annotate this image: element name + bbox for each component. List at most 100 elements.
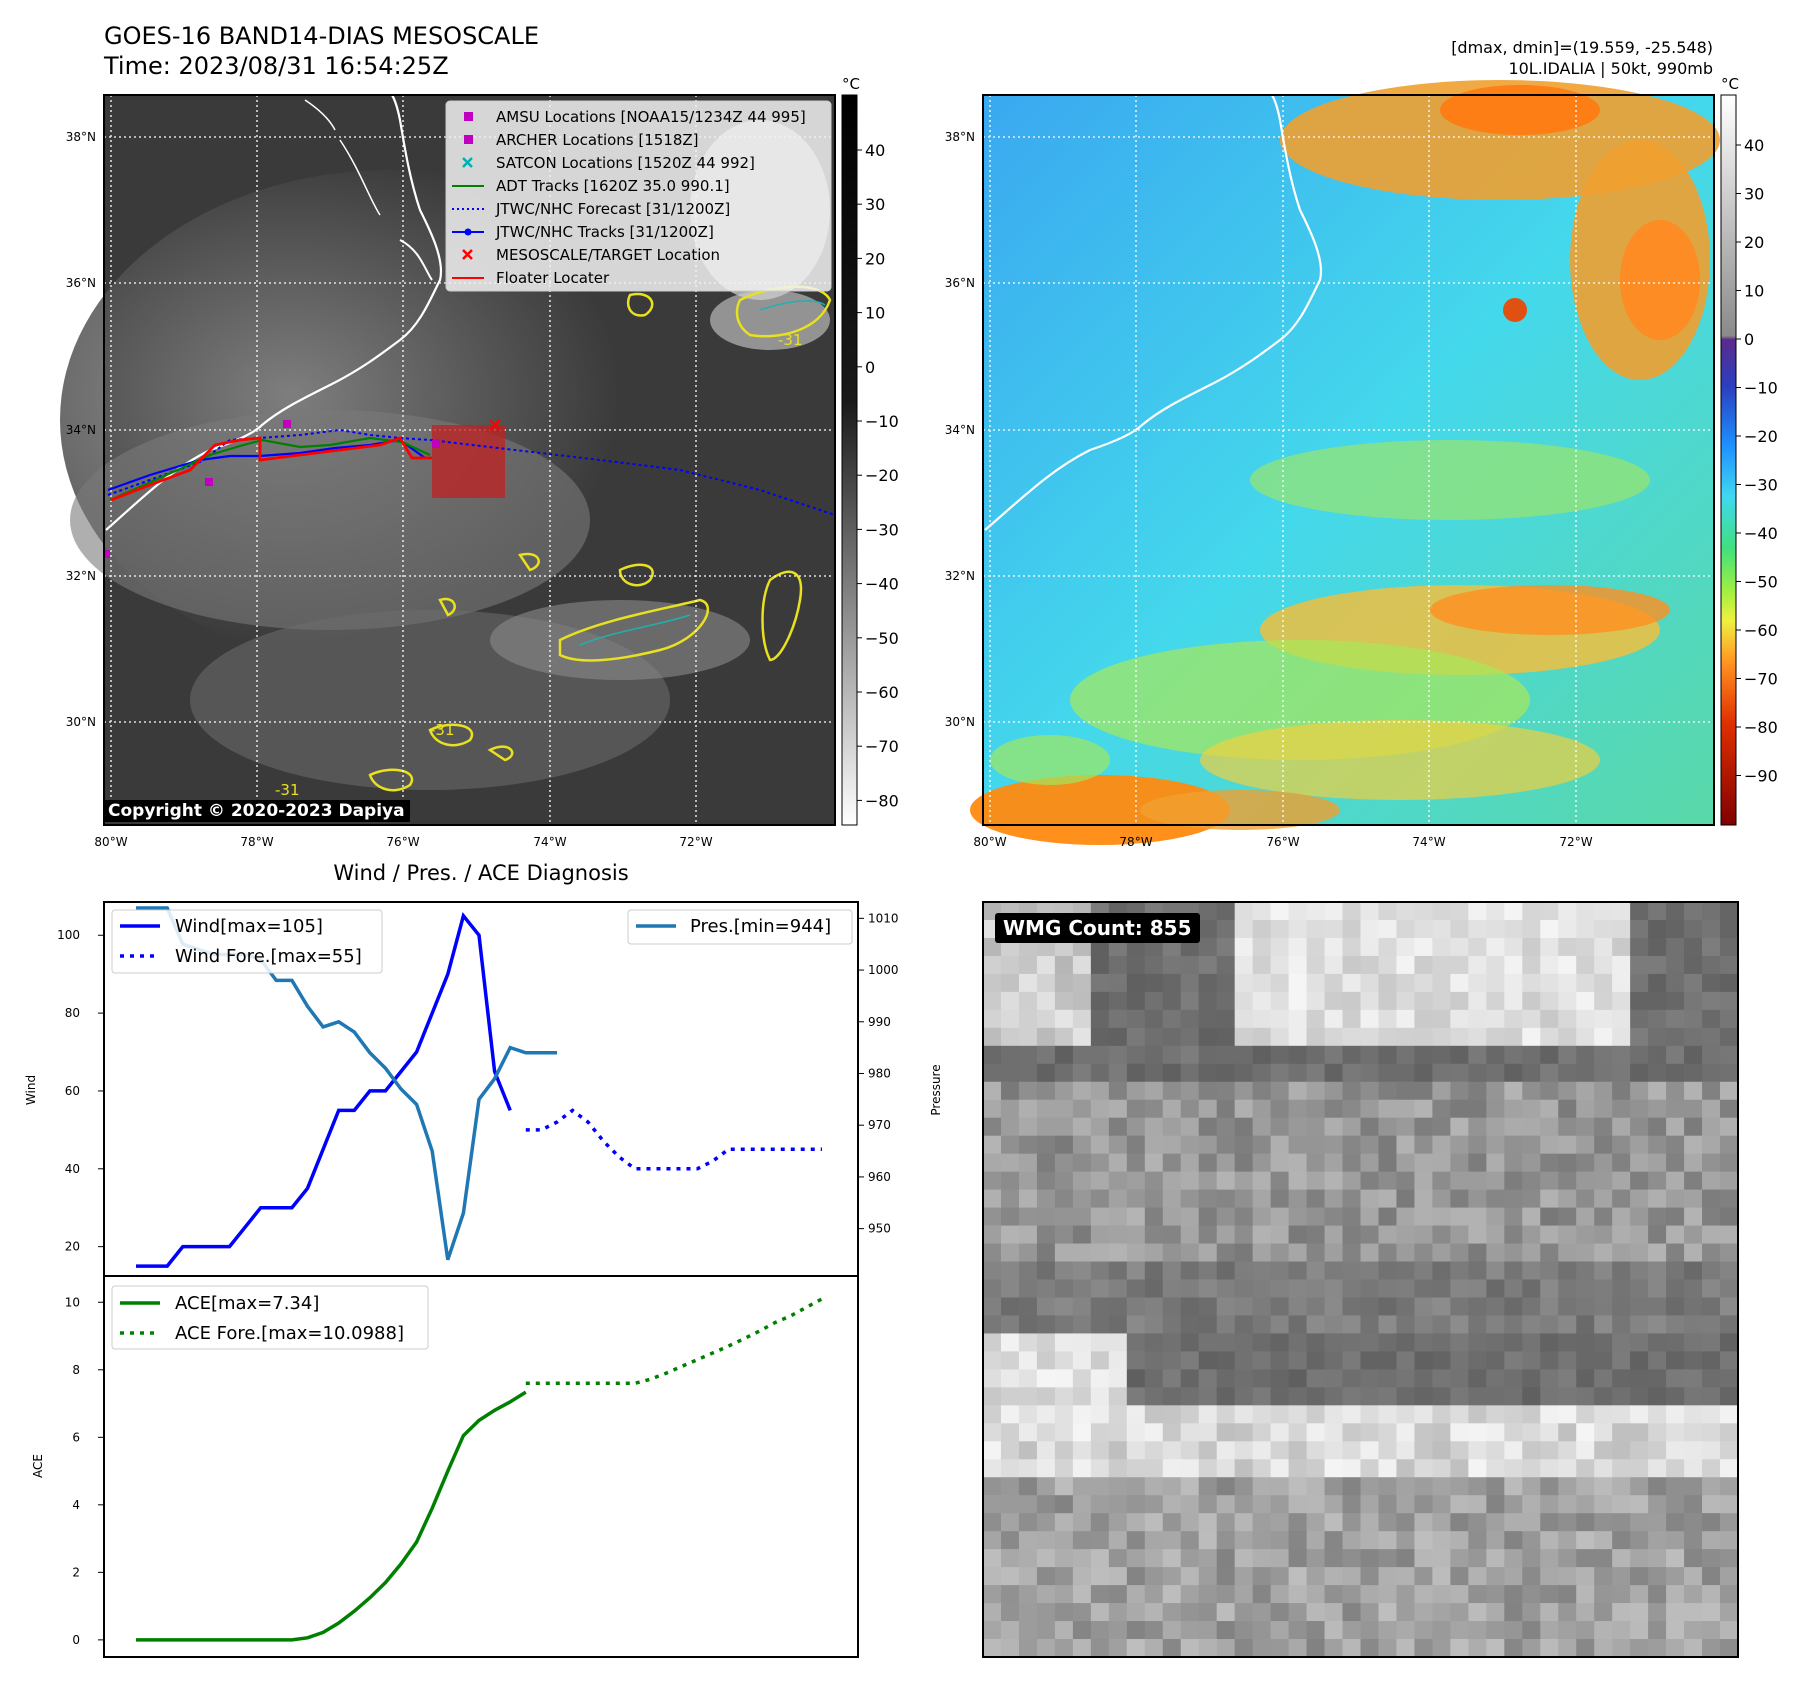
lon-label: 80°W xyxy=(973,835,1006,849)
lat-label: 30°N xyxy=(66,715,96,729)
wmg-count-label: WMG Count: 855 xyxy=(995,913,1200,943)
colorbar-unit-label: °C xyxy=(1721,75,1739,93)
legend-label: ARCHER Locations [1518Z] xyxy=(496,131,699,149)
legend-label: ACE[max=7.34] xyxy=(175,1293,319,1314)
colorbar-tick-label: −40 xyxy=(1744,524,1778,543)
y-tick-label: 40 xyxy=(65,1162,80,1176)
legend-label: Wind Fore.[max=55] xyxy=(175,946,362,967)
pressure-axis-label: Pressure xyxy=(929,1064,943,1115)
y-tick-label: 4 xyxy=(72,1498,80,1512)
dmax-dmin-text: [dmax, dmin]=(19.559, -25.548) xyxy=(1451,38,1713,57)
colorbar-tick-label: −30 xyxy=(1744,476,1778,495)
y-tick-label: 10 xyxy=(65,1295,80,1309)
wind-pressure-chart: 20 40 60 80 100 950 960 970 980 990 1000 1010 Wind[m… xyxy=(24,901,943,1277)
colorbar-tick-label: 20 xyxy=(865,249,885,268)
lon-label: 72°W xyxy=(679,835,712,849)
legend-label: SATCON Locations [1520Z 44 992] xyxy=(496,154,755,172)
lat-label: 36°N xyxy=(945,276,975,290)
series-line xyxy=(136,912,512,1268)
lat-label: 30°N xyxy=(945,715,975,729)
wmg-panel xyxy=(982,901,1739,1658)
series-line xyxy=(525,1297,823,1386)
colorbar-tick-label: −50 xyxy=(1744,573,1778,592)
lon-label: 78°W xyxy=(240,835,273,849)
wind-axis-label: Wind xyxy=(24,1075,38,1105)
color-colorbar: °C 40 30 20 10 0 −10 −20 −30 −40 −50 −60 −70 −80 −90 xyxy=(1720,75,1778,826)
colorbar-tick-label: −60 xyxy=(1744,621,1778,640)
lat-label: 32°N xyxy=(945,569,975,583)
colorbar-tick-label: −60 xyxy=(865,683,899,702)
storm-info-text: 10L.IDALIA | 50kt, 990mb xyxy=(1508,59,1713,78)
y-right-tick-label: 950 xyxy=(868,1222,891,1236)
y-tick-label: 20 xyxy=(65,1240,80,1254)
lat-label: 36°N xyxy=(66,276,96,290)
lon-label: 74°W xyxy=(1412,835,1445,849)
contour-label: -31 xyxy=(430,721,455,739)
legend-entry: Floater Locater xyxy=(452,269,610,287)
legend-label: JTWC/NHC Forecast [31/1200Z] xyxy=(495,200,730,218)
lon-label: 76°W xyxy=(1266,835,1299,849)
legend-entry: JTWC/NHC Tracks [31/1200Z] xyxy=(452,223,714,241)
lat-label: 38°N xyxy=(945,130,975,144)
legend-label: ADT Tracks [1620Z 35.0 990.1] xyxy=(496,177,730,195)
colorbar-tick-label: −80 xyxy=(865,791,899,810)
legend-entry: AMSU Locations [NOAA15/1234Z 44 995] xyxy=(464,108,806,126)
legend-marker xyxy=(464,135,473,144)
lon-label: 78°W xyxy=(1119,835,1152,849)
lon-label: 74°W xyxy=(533,835,566,849)
colorbar-tick-label: −10 xyxy=(1744,379,1778,398)
y-right-tick-label: 960 xyxy=(868,1170,891,1184)
y-right-tick-label: 1000 xyxy=(868,963,899,977)
lat-label: 34°N xyxy=(66,423,96,437)
contour-label: -31 xyxy=(778,331,803,349)
colorbar-tick-label: −20 xyxy=(1744,427,1778,446)
figure-time: Time: 2023/08/31 16:54:25Z xyxy=(103,52,449,80)
colorbar-tick-label: −70 xyxy=(865,737,899,756)
colorbar-tick-label: 30 xyxy=(865,195,885,214)
legend-marker xyxy=(464,228,472,236)
lat-label: 38°N xyxy=(66,130,96,144)
legend-entry: SATCON Locations [1520Z 44 992] xyxy=(462,154,755,172)
y-tick-label: 6 xyxy=(72,1430,80,1444)
colorbar-tick-label: 10 xyxy=(1744,282,1764,301)
y-right-tick-label: 1010 xyxy=(868,911,899,925)
diagnosis-title: Wind / Pres. / ACE Diagnosis xyxy=(333,861,628,885)
lon-label: 80°W xyxy=(94,835,127,849)
ace-chart: 0 2 4 6 8 10 ACE[max=7.34] ACE Fore.[max=10.098… xyxy=(31,1275,859,1658)
legend-label: Wind[max=105] xyxy=(175,916,323,937)
y-tick-label: 100 xyxy=(57,928,80,942)
colorbar-tick-label: 40 xyxy=(865,141,885,160)
series-line xyxy=(136,1390,527,1642)
y-right-tick-label: 980 xyxy=(868,1066,891,1080)
contour-label: -31 xyxy=(275,781,300,799)
colorbar-tick-label: −70 xyxy=(1744,670,1778,689)
pressure-legend: Pres.[min=944] xyxy=(627,909,853,945)
lat-label: 32°N xyxy=(66,569,96,583)
copyright-label: Copyright © 2020-2023 Dapiya xyxy=(103,800,410,822)
colorbar-unit-label: °C xyxy=(842,75,860,93)
legend-label: JTWC/NHC Tracks [31/1200Z] xyxy=(495,223,714,241)
series-line xyxy=(525,1108,822,1171)
legend-label: Floater Locater xyxy=(496,269,610,287)
colorbar-tick-label: 0 xyxy=(865,358,875,377)
colorbar-tick-label: −20 xyxy=(865,466,899,485)
colorbar-tick-label: −40 xyxy=(865,575,899,594)
y-right-tick-label: 990 xyxy=(868,1015,891,1029)
figure-title: GOES-16 BAND14-DIAS MESOSCALE xyxy=(104,22,539,50)
ace-legend: ACE[max=7.34] ACE Fore.[max=10.0988] xyxy=(111,1285,429,1350)
y-tick-label: 0 xyxy=(72,1633,80,1647)
legend-marker xyxy=(462,157,473,168)
legend-label: AMSU Locations [NOAA15/1234Z 44 995] xyxy=(496,108,806,126)
y-tick-label: 2 xyxy=(72,1565,80,1579)
colorbar-tick-label: 30 xyxy=(1744,185,1764,204)
colorbar-tick-label: −30 xyxy=(865,520,899,539)
y-right-tick-label: 970 xyxy=(868,1118,891,1132)
y-tick-label: 8 xyxy=(72,1363,80,1377)
colorbar-tick-label: 10 xyxy=(865,304,885,323)
map-legend: AMSU Locations [NOAA15/1234Z 44 995] ARCH… xyxy=(445,100,832,292)
colorbar-tick-label: 0 xyxy=(1744,330,1754,349)
lon-label: 72°W xyxy=(1559,835,1592,849)
legend-label: ACE Fore.[max=10.0988] xyxy=(175,1323,404,1344)
colorbar-tick-label: 20 xyxy=(1744,233,1764,252)
